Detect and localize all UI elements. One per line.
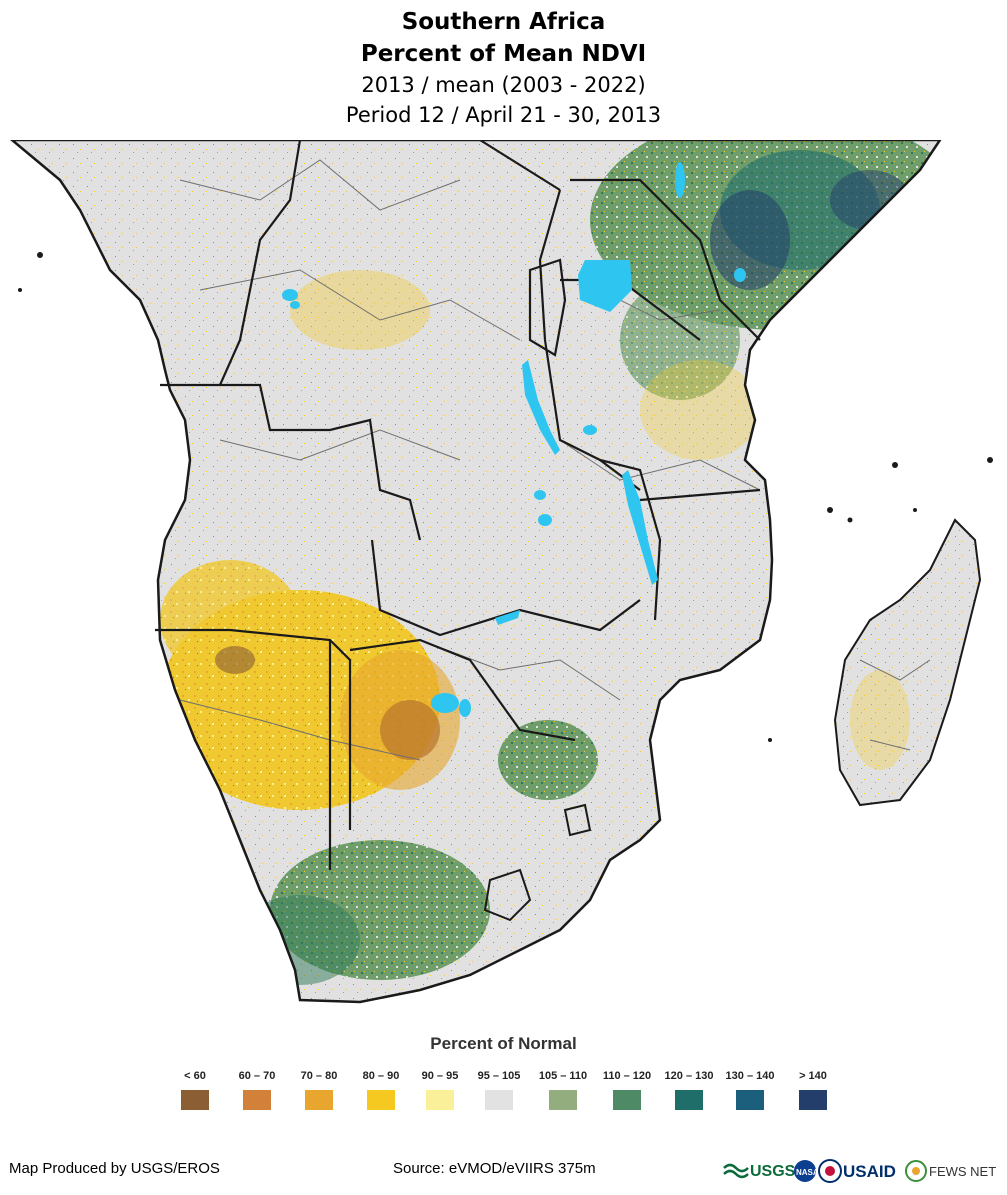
map-subtitle-dekad: Period 12 / April 21 - 30, 2013 [345, 103, 662, 127]
legend-swatch [243, 1090, 271, 1110]
lake-kariba [495, 610, 520, 625]
legend-item: 90 – 95 [410, 1070, 470, 1110]
legend-label: 110 – 120 [602, 1070, 652, 1082]
legend-swatch [485, 1090, 513, 1110]
map-title-product: Percent of Mean NDVI [360, 41, 647, 67]
lesotho [483, 868, 532, 922]
legend-item: 110 – 120 [597, 1070, 657, 1110]
legend-item: 70 – 80 [289, 1070, 349, 1110]
credit-text: Map Produced by USGS/EROS [9, 1160, 220, 1177]
svg-text:FEWS NET: FEWS NET [929, 1164, 996, 1179]
legend-swatch [549, 1090, 577, 1110]
nasa-logo: NASA [794, 1160, 819, 1182]
title-block: Southern Africa Percent of Mean NDVI 201… [0, 6, 1007, 130]
legend-swatch [305, 1090, 333, 1110]
legend-label: 90 – 95 [421, 1070, 459, 1082]
legend-label: 60 – 70 [238, 1070, 276, 1082]
legend-label: 70 – 80 [300, 1070, 338, 1082]
legend-swatch [181, 1090, 209, 1110]
legend-label: 95 – 105 [477, 1070, 521, 1082]
legend-label: > 140 [799, 1070, 827, 1082]
svg-text:NASA: NASA [796, 1168, 819, 1177]
legend-label: 80 – 90 [362, 1070, 400, 1082]
legend-swatch [367, 1090, 395, 1110]
lake-malawi [622, 470, 658, 585]
svg-text:USAID: USAID [843, 1162, 896, 1181]
fews-net-logo: FEWS NET [905, 1160, 996, 1182]
legend-item: 120 – 130 [659, 1070, 719, 1110]
usgs-logo: USGS [723, 1163, 796, 1180]
usaid-logo: USAID [818, 1159, 896, 1183]
lake-tanganyika [522, 360, 560, 455]
legend-item: > 140 [783, 1070, 843, 1110]
legend-label: 105 – 110 [538, 1070, 588, 1082]
legend-item: 130 – 140 [720, 1070, 780, 1110]
legend-item: 80 – 90 [351, 1070, 411, 1110]
legend-swatch [799, 1090, 827, 1110]
legend-swatch [675, 1090, 703, 1110]
legend-title: Percent of Normal [430, 1034, 577, 1053]
ndvi-map [10, 140, 993, 1004]
legend-item: 105 – 110 [533, 1070, 593, 1110]
legend-item: 95 – 105 [469, 1070, 529, 1110]
legend-item: 60 – 70 [227, 1070, 287, 1110]
legend-swatch [613, 1090, 641, 1110]
source-text: Source: eVMOD/eVIIRS 375m [393, 1160, 596, 1177]
map-title: Southern Africa [401, 9, 606, 35]
svg-text:USGS: USGS [750, 1163, 796, 1180]
legend-label: 130 – 140 [725, 1070, 775, 1082]
legend-label: 120 – 130 [664, 1070, 714, 1082]
legend-swatch [736, 1090, 764, 1110]
lake-victoria [578, 260, 632, 312]
map-subtitle-period-mean: 2013 / mean (2003 - 2022) [361, 73, 646, 97]
legend-label: < 60 [184, 1070, 206, 1082]
legend-item: < 60 [165, 1070, 225, 1110]
eswatini [563, 803, 592, 837]
madagascar [833, 518, 982, 807]
legend-swatch [426, 1090, 454, 1110]
partner-logos: USGS NASA USAID FEWS NET [723, 1159, 996, 1183]
